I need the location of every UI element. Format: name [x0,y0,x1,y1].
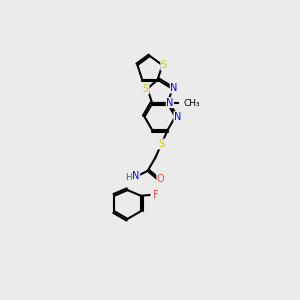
Text: CH₃: CH₃ [183,99,200,108]
Text: N: N [132,171,140,181]
Text: N: N [174,112,181,122]
Text: S: S [161,60,167,70]
Text: H: H [125,172,132,182]
Text: S: S [143,84,149,94]
Text: O: O [157,174,164,184]
Text: N: N [170,83,178,93]
Text: S: S [158,139,164,149]
Text: N: N [166,98,174,108]
Text: F: F [153,190,159,200]
